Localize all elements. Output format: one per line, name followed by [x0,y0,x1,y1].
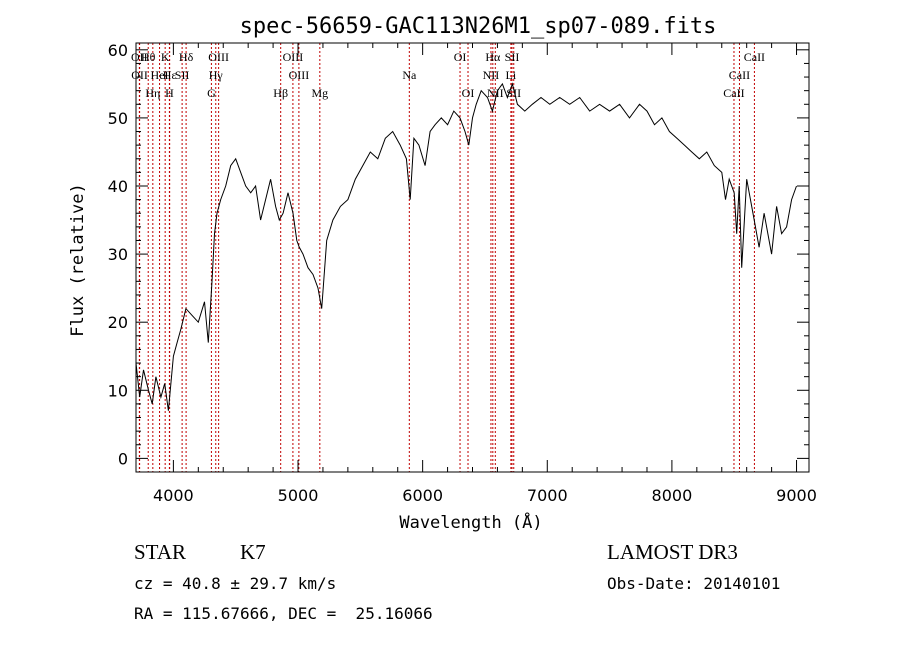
x-tick-label: 8000 [652,486,693,505]
line-label: OII [131,50,148,64]
spectral-subclass: K7 [240,540,266,564]
object-type: STAR [134,540,186,564]
line-label: Hγ [209,68,224,82]
chart-title: spec-56659-GAC113N26M1_sp07-089.fits [240,14,717,39]
line-label: K [161,50,170,64]
line-label: H [165,86,174,100]
y-tick-label: 40 [108,177,128,196]
x-tick-label: 5000 [278,486,319,505]
line-label: Na [402,68,417,82]
spectral-line-markers [138,43,755,472]
y-tick-label: 30 [108,245,128,264]
line-label: NII [487,86,504,100]
line-label: OII [131,68,148,82]
redshift-readout: cz = 40.8 ± 29.7 km/s [134,574,336,593]
line-label: Hθ [141,50,156,64]
y-tick-label: 50 [108,109,128,128]
line-label: Mg [311,86,328,100]
line-label: CaII [723,86,744,100]
line-label: OIII [283,50,304,64]
line-label: Hε [163,68,177,82]
line-label: Hδ [179,50,194,64]
line-label: CaII [729,68,750,82]
y-tick-label: 60 [108,41,128,60]
line-label: OIII [289,68,310,82]
line-label: SII [505,50,520,64]
line-label: G [207,86,216,100]
x-tick-label: 9000 [776,486,817,505]
line-label: SII [175,68,190,82]
spectrum-line [135,82,797,411]
line-label: OIII [208,50,229,64]
x-tick-label: 7000 [527,486,568,505]
x-axis-label: Wavelength (Å) [399,511,542,533]
line-label: NII [483,68,500,82]
y-tick-label: 0 [118,449,128,468]
observation-date: Obs-Date: 20140101 [607,574,780,593]
line-label: Hα [485,50,501,64]
x-tick-label: 6000 [402,486,443,505]
x-tick-label: 4000 [153,486,194,505]
x-axis-ticks: 4000 5000 6000 7000 8000 9000 [153,43,817,505]
line-label: HeI [151,68,169,82]
line-label: Li [506,68,517,82]
line-label: Hβ [273,86,288,100]
line-label: CaII [744,50,765,64]
y-tick-label: 10 [108,381,128,400]
y-tick-label: 20 [108,313,128,332]
y-axis-label: Flux (relative) [68,183,88,337]
line-label: Hη [145,86,160,100]
line-label: OI [462,86,475,100]
coordinates-readout: RA = 115.67666, DEC = 25.16066 [134,604,433,623]
survey-name: LAMOST DR3 [607,540,738,564]
plot-frame [135,42,810,473]
y-axis-ticks: 0 10 20 30 40 50 60 [108,41,809,468]
line-label: OI [454,50,467,64]
